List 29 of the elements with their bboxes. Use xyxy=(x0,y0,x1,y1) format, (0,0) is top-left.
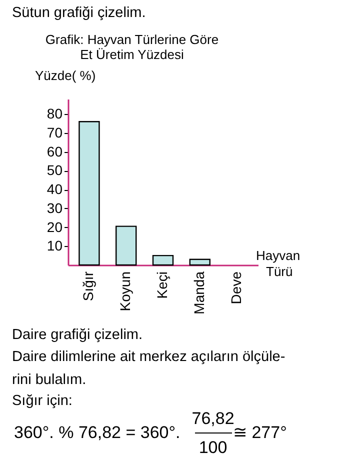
bar xyxy=(116,226,137,266)
text: rini bulalım. xyxy=(12,372,86,388)
text: Daire grafiği çizelim. xyxy=(12,327,143,343)
y-tick-label: 50 xyxy=(46,162,63,178)
bar xyxy=(78,121,100,266)
y-tick-label: 10 xyxy=(46,238,63,254)
x-tick-label: Manda xyxy=(190,271,207,314)
text: 360°. % 76,82 = 360°. xyxy=(14,423,180,442)
bar xyxy=(189,258,210,266)
y-tick-label: 70 xyxy=(46,124,63,140)
x-tick-label: Deve xyxy=(228,271,244,304)
y-tick-label: 40 xyxy=(46,181,63,198)
text: Sığır için: xyxy=(12,393,72,409)
text: 76,82 xyxy=(192,409,234,428)
text: Sütun grafiği çizelim. xyxy=(12,5,146,21)
bar xyxy=(152,254,174,266)
x-axis-title: Hayvan Türü xyxy=(256,248,300,279)
chart-title: Grafik: Hayvan Türlerine Göre Et Üretim Yüzdesi xyxy=(45,32,219,62)
text: ≅ 277° xyxy=(233,423,287,442)
y-tick-label: 80 xyxy=(46,106,63,122)
y-tick-label: 60 xyxy=(46,143,63,160)
text: Daire dilimlerine ait merkez açıların ölçüle- xyxy=(12,349,286,365)
y-tick-label: 30 xyxy=(46,200,63,216)
y-tick-label: 20 xyxy=(46,218,63,235)
y-axis-title: Yüzde( %) xyxy=(35,68,96,83)
text: 100 xyxy=(198,438,228,457)
x-tick-label: Sığır xyxy=(80,271,96,302)
x-tick-label: Koyun xyxy=(117,272,134,312)
x-tick-label: Keçi xyxy=(154,272,170,299)
